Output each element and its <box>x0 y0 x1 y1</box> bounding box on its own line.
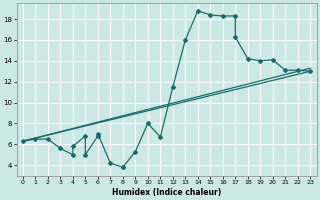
X-axis label: Humidex (Indice chaleur): Humidex (Indice chaleur) <box>112 188 221 197</box>
